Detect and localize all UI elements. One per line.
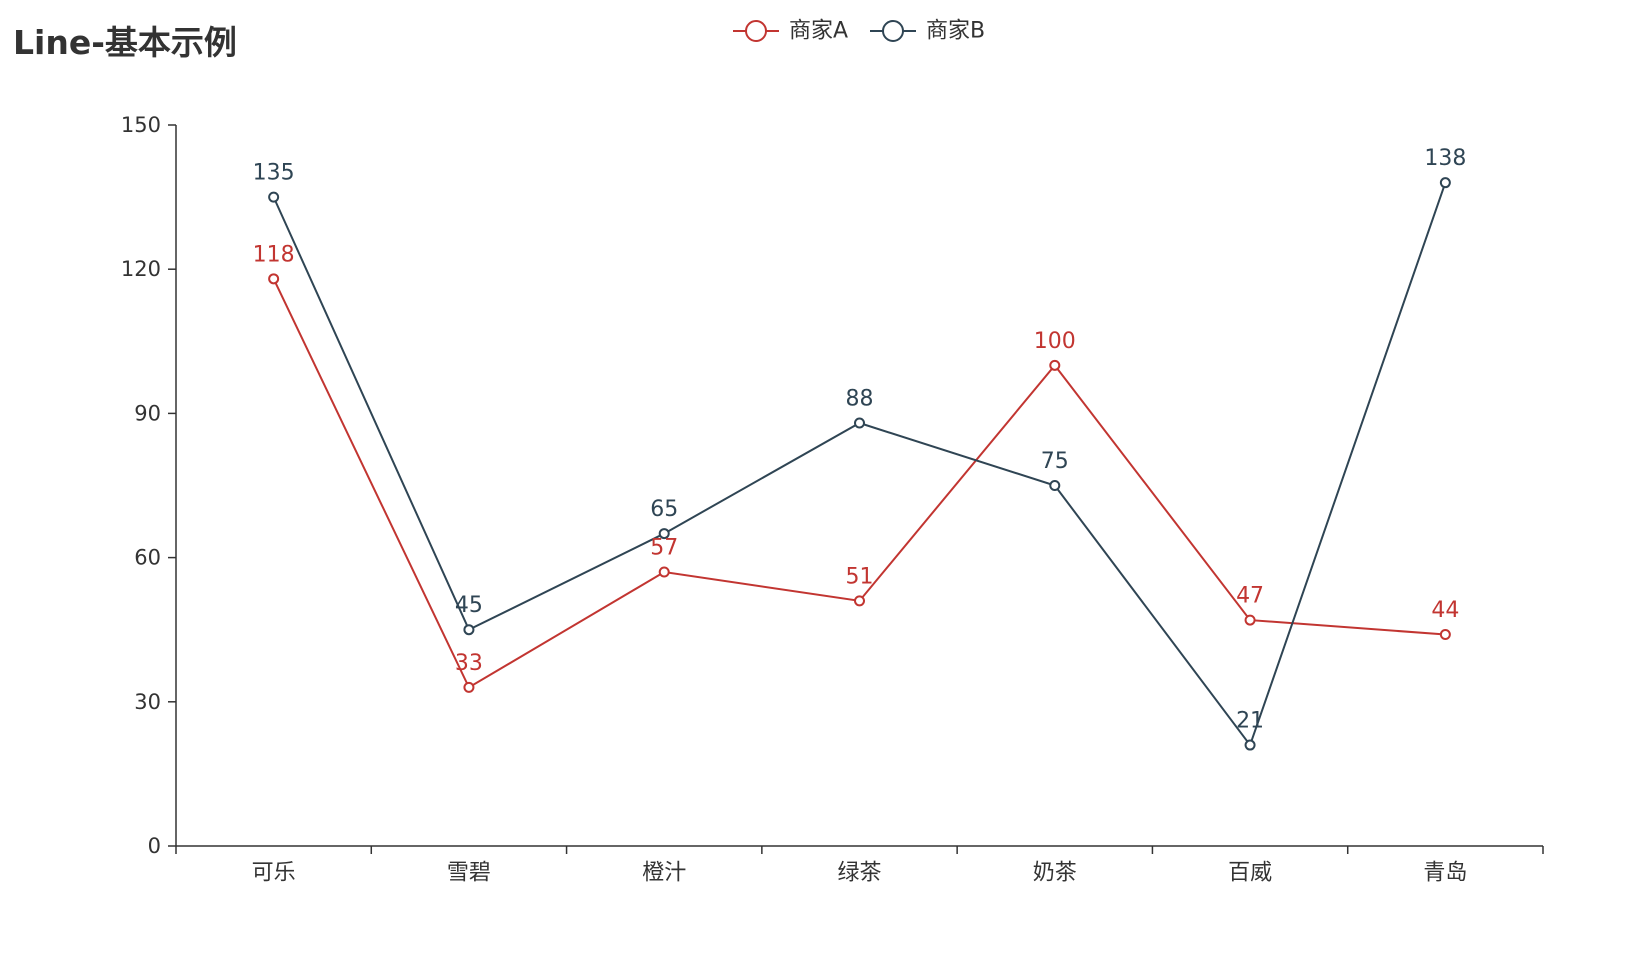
x-tick-label: 奶茶 <box>1033 861 1077 886</box>
data-point[interactable] <box>658 528 670 540</box>
x-tick-label: 青岛 <box>1423 861 1467 886</box>
y-axis: 0 30 60 90 120 150 <box>121 113 177 858</box>
x-tick-label: 绿茶 <box>837 861 881 886</box>
x-tick-label: 可乐 <box>252 861 296 886</box>
data-label: 65 <box>650 497 678 522</box>
x-axis: 可乐 雪碧 橙汁 绿茶 奶茶 百威 青岛 <box>175 845 1544 886</box>
y-tick-label: 90 <box>134 401 161 425</box>
series-line-2 <box>272 182 1447 748</box>
legend-item-2[interactable]: 商家B <box>870 19 985 44</box>
data-point[interactable] <box>463 624 475 636</box>
series-layer <box>268 177 1451 751</box>
data-label: 75 <box>1041 449 1069 474</box>
data-label: 88 <box>846 387 874 412</box>
data-point[interactable] <box>268 191 280 203</box>
y-tick-label: 0 <box>148 834 161 858</box>
data-point[interactable] <box>854 417 865 429</box>
x-tick-label: 雪碧 <box>447 861 491 886</box>
legend[interactable]: 商家A 商家B <box>733 19 985 44</box>
data-label: 57 <box>650 536 678 561</box>
data-label: 33 <box>455 651 483 676</box>
legend-marker-icon <box>882 20 904 42</box>
data-point[interactable] <box>268 273 280 285</box>
data-point[interactable] <box>463 681 475 693</box>
data-point[interactable] <box>854 595 865 607</box>
data-label: 51 <box>846 564 874 589</box>
data-point[interactable] <box>1049 359 1061 371</box>
y-tick-label: 150 <box>121 113 161 137</box>
data-label: 21 <box>1236 709 1264 734</box>
data-point[interactable] <box>1439 177 1451 189</box>
data-point[interactable] <box>658 566 670 578</box>
data-label: 135 <box>253 161 295 186</box>
legend-label: 商家B <box>926 19 985 44</box>
series-line-1 <box>272 278 1446 689</box>
y-tick-label: 60 <box>134 546 161 570</box>
legend-marker-icon <box>745 20 767 42</box>
data-label: 45 <box>455 593 483 618</box>
y-tick-label: 120 <box>121 257 161 281</box>
data-label: 118 <box>253 242 295 267</box>
data-point[interactable] <box>1439 629 1451 641</box>
legend-label: 商家A <box>789 19 848 44</box>
legend-item-1[interactable]: 商家A <box>733 19 848 44</box>
x-tick-label: 百威 <box>1228 861 1272 886</box>
data-labels: 118 33 57 51 100 47 44 135 45 65 88 75 21 138 <box>253 146 1467 733</box>
chart-title: Line-基本示例 <box>13 23 237 62</box>
data-label: 44 <box>1431 598 1459 623</box>
y-tick-label: 30 <box>134 690 161 714</box>
data-label: 47 <box>1236 584 1264 609</box>
data-point[interactable] <box>1049 480 1061 491</box>
data-label: 138 <box>1424 146 1466 171</box>
x-tick-label: 橙汁 <box>642 861 686 886</box>
data-label: 100 <box>1034 329 1076 354</box>
data-point[interactable] <box>1244 739 1256 751</box>
data-point[interactable] <box>1244 614 1256 626</box>
